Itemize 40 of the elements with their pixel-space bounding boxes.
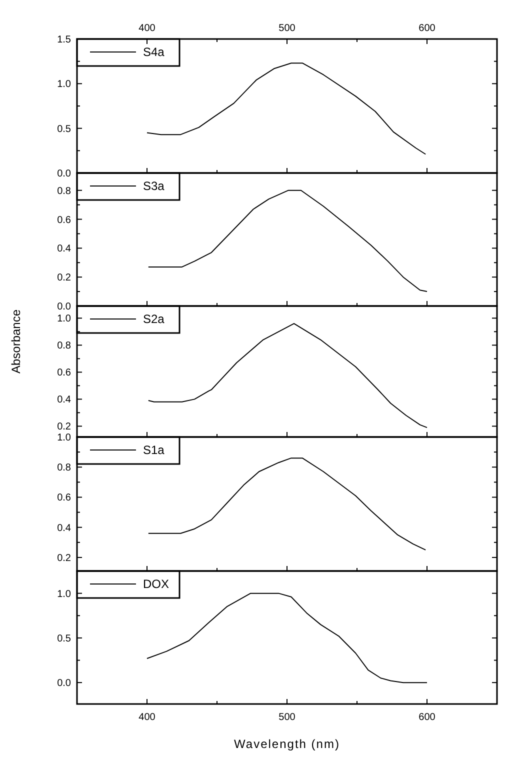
y-tick-label: 0.5 <box>57 124 72 135</box>
y-tick-label: 1.0 <box>57 79 72 90</box>
y-tick-label: 0.0 <box>57 302 72 312</box>
y-tick-label: 0.2 <box>57 552 72 564</box>
y-tick-label: 0.4 <box>57 244 72 255</box>
y-tick-label: 0.6 <box>57 492 72 504</box>
y-axis-title: Absorbance <box>9 309 23 374</box>
line-series <box>148 323 428 428</box>
line-series <box>146 62 426 155</box>
y-tick-label: 1.0 <box>57 432 72 444</box>
legend-label: S2a <box>143 312 165 326</box>
y-tick-label: 1.5 <box>57 34 72 46</box>
x-tick-label: 500 <box>278 712 296 723</box>
x-tick-label: 600 <box>418 712 436 723</box>
y-tick-label: 0.2 <box>57 422 72 433</box>
x-tick-label: 400 <box>138 712 156 723</box>
x2-tick-label: 500 <box>278 23 296 34</box>
line-series <box>146 592 428 684</box>
y-tick-label: 0.8 <box>57 340 72 352</box>
y-tick-label: 1.0 <box>57 588 72 600</box>
line-series <box>148 458 426 550</box>
y-tick-label: 0.5 <box>57 633 72 644</box>
y-tick-label: 0.6 <box>57 214 72 226</box>
x2-tick-label: 400 <box>138 23 156 34</box>
legend-label: S1a <box>143 443 165 458</box>
y-tick-label: 0.4 <box>57 394 72 406</box>
legend-label: S4a <box>143 45 165 60</box>
x-axis-title: Wavelength (nm) <box>234 737 340 751</box>
legend-label: S3a <box>143 179 165 194</box>
y-tick-label: 1.0 <box>57 314 72 325</box>
y-tick-label: 0.4 <box>57 522 72 534</box>
y-tick-label: 0.6 <box>57 368 72 379</box>
y-tick-label: 0.0 <box>57 168 72 180</box>
y-tick-label: 0.8 <box>57 462 72 474</box>
y-tick-label: 0.2 <box>57 272 72 284</box>
y-tick-label: 0.8 <box>57 186 72 197</box>
line-series <box>148 190 428 292</box>
x2-tick-label: 600 <box>418 23 436 34</box>
legend-label: DOX <box>143 577 170 592</box>
y-tick-label: 0.0 <box>57 678 72 690</box>
